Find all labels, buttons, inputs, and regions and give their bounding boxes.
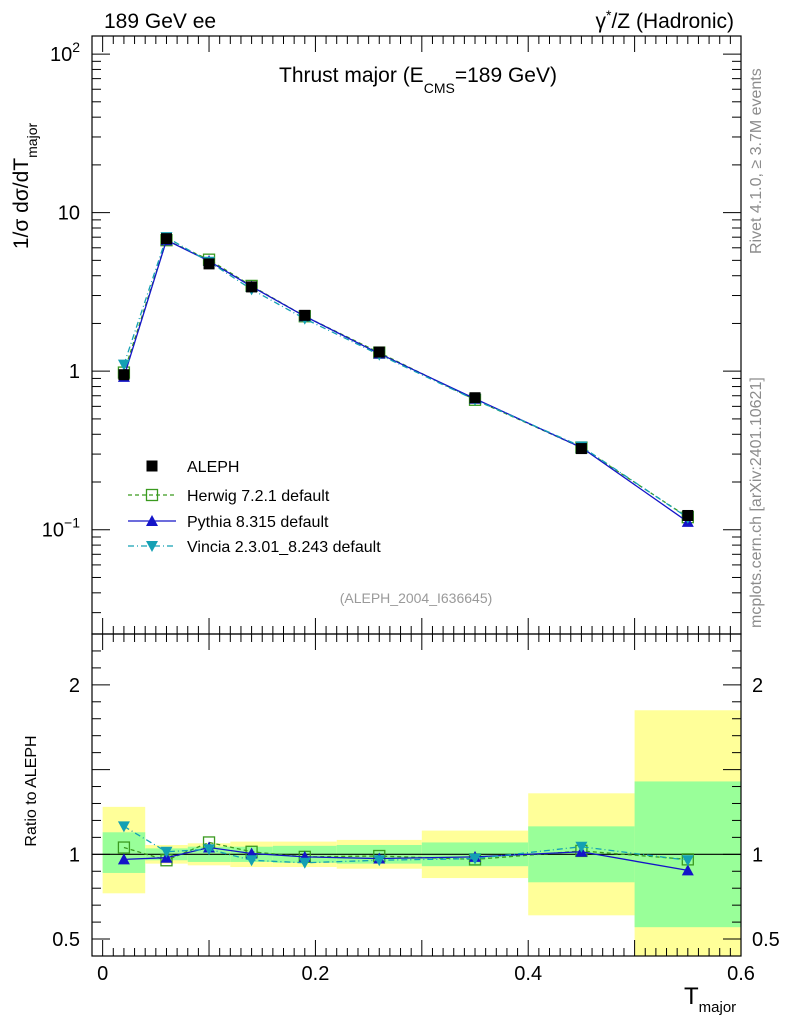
ratio-point-pythia <box>681 864 694 876</box>
ratio-point-vincia <box>245 855 258 867</box>
y-tick-label-main: 1 <box>69 361 80 383</box>
legend-marker-herwig <box>145 488 159 502</box>
legend-marker-pythia <box>146 515 158 526</box>
ratio-point-vincia <box>469 853 482 865</box>
y-tick-label-main: 10 <box>58 203 80 225</box>
side-label-mcplots: mcplots.cern.ch [arXiv:2401.10621] <box>748 377 765 628</box>
ratio-point-herwig <box>117 841 131 854</box>
legend: ALEPH Herwig 7.2.1 default Pythia 8.315 de… <box>128 459 381 556</box>
analysis-reference: (ALEPH_2004_I636645) <box>340 590 493 606</box>
legend-label-herwig: Herwig 7.2.1 default <box>187 488 330 505</box>
side-label-rivet: Rivet 4.1.0, ≥ 3.7M events <box>748 68 765 254</box>
x-tick-label: 0.4 <box>514 963 542 985</box>
data-point-aleph <box>373 346 385 358</box>
x-axis-label: Tmajor <box>684 983 736 1016</box>
data-point-aleph <box>299 309 311 321</box>
x-tick-label: 0.2 <box>302 963 330 985</box>
data-point-aleph <box>203 258 215 270</box>
ratio-point-pythia <box>117 853 130 865</box>
y-tick-label-ratio-right: 0.5 <box>752 929 780 951</box>
legend-marker-aleph <box>146 460 158 472</box>
ratio-point-vincia <box>681 855 694 867</box>
data-point-aleph <box>469 392 481 404</box>
legend-marker-vincia <box>146 541 158 552</box>
ratio-series <box>117 821 694 876</box>
y-tick-label-main: 10−1 <box>42 515 80 542</box>
ratio-line-vincia <box>123 825 688 864</box>
ratio-point-vincia <box>575 841 588 853</box>
y-axis-label: 1/σ dσ/dTmajor <box>10 123 40 250</box>
y-tick-label-ratio-left: 0.5 <box>52 929 80 951</box>
main-series <box>117 232 694 527</box>
header-left-label: 189 GeV ee <box>104 10 216 33</box>
data-point-aleph <box>246 281 258 293</box>
data-point-aleph <box>118 369 130 381</box>
y-tick-label-ratio-right: 1 <box>752 844 763 866</box>
ratio-plot-frame <box>91 633 742 957</box>
y-tick-label-ratio-left: 2 <box>69 675 80 697</box>
axis-tick-labels: 0 0.2 0.4 0.6 102 10 1 10−1 2 2 1 1 0.5 0.5 <box>42 39 780 985</box>
header-right-label: γ*/Z (Hadronic) <box>596 7 734 33</box>
x-tick-label: 0.6 <box>727 963 755 985</box>
ratio-y-axis-label: Ratio to ALEPH <box>23 735 40 846</box>
data-point-aleph <box>575 443 587 455</box>
legend-label-pythia: Pythia 8.315 default <box>187 514 329 531</box>
data-point-aleph <box>160 233 172 245</box>
axis-ticks <box>91 36 742 957</box>
plot-title: Thrust major (ECMS=189 GeV) <box>279 64 557 96</box>
ratio-point-vincia <box>160 846 173 858</box>
data-point-vincia <box>117 359 130 371</box>
ratio-point-vincia <box>117 821 130 833</box>
y-tick-label-ratio-left: 1 <box>69 844 80 866</box>
legend-label-aleph: ALEPH <box>187 459 239 476</box>
ratio-point-vincia <box>203 844 216 856</box>
y-tick-label-ratio-right: 2 <box>752 675 763 697</box>
x-tick-label: 0 <box>97 963 108 985</box>
ratio-point-vincia <box>373 855 386 867</box>
y-tick-label-main: 102 <box>50 39 80 66</box>
ratio-point-vincia <box>298 857 311 869</box>
legend-label-vincia: Vincia 2.3.01_8.243 default <box>187 539 381 556</box>
data-point-aleph <box>682 509 694 521</box>
